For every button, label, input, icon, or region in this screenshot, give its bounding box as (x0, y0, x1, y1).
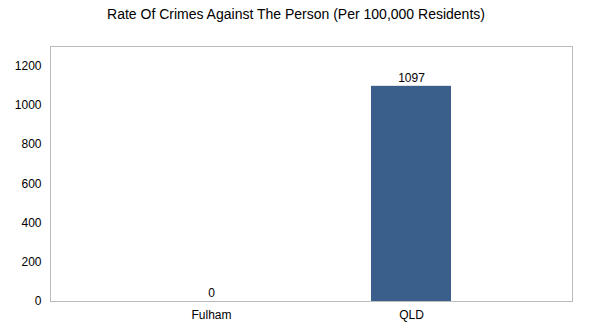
svg-text:400: 400 (21, 216, 41, 230)
svg-text:Fulham: Fulham (191, 308, 231, 322)
html-text:Rate Of Crimes Against The Per: Rate Of Crimes Against The Person (Per 1… (107, 6, 485, 22)
svg-text:QLD: QLD (399, 308, 424, 322)
svg-text:1097: 1097 (398, 71, 425, 85)
svg-text:1000: 1000 (15, 98, 42, 112)
svg-text:600: 600 (21, 177, 41, 191)
svg-text:0: 0 (208, 286, 215, 300)
svg-text:800: 800 (21, 137, 41, 151)
svg-text:0: 0 (35, 294, 42, 308)
svg-text:1200: 1200 (15, 59, 42, 73)
svg-text:200: 200 (21, 255, 41, 269)
